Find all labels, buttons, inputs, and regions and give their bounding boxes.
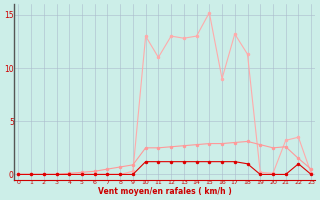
X-axis label: Vent moyen/en rafales ( km/h ): Vent moyen/en rafales ( km/h ) <box>98 187 232 196</box>
